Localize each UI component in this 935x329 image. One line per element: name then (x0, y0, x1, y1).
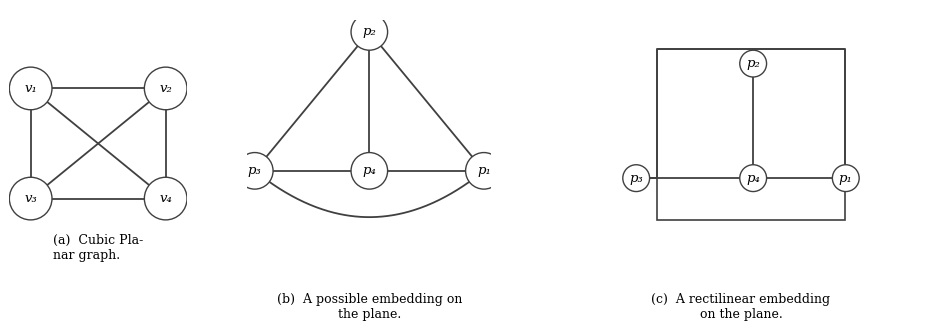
Circle shape (466, 153, 502, 189)
Circle shape (623, 165, 650, 191)
Circle shape (237, 153, 273, 189)
Text: p₃: p₃ (629, 172, 643, 185)
Text: p₂: p₂ (363, 25, 376, 38)
Circle shape (9, 67, 52, 110)
Text: p₁: p₁ (477, 164, 491, 177)
Text: (c)  A rectilinear embedding
on the plane.: (c) A rectilinear embedding on the plane… (652, 293, 830, 321)
Circle shape (740, 165, 767, 191)
Text: p₁: p₁ (839, 172, 853, 185)
Text: p₃: p₃ (248, 164, 262, 177)
Circle shape (740, 50, 767, 77)
Circle shape (832, 165, 859, 191)
Circle shape (144, 177, 187, 220)
Text: p₂: p₂ (746, 57, 760, 70)
Text: v₂: v₂ (159, 82, 172, 95)
Circle shape (351, 153, 388, 189)
Text: p₄: p₄ (363, 164, 376, 177)
Text: p₄: p₄ (746, 172, 760, 185)
Circle shape (351, 13, 388, 50)
Text: v₄: v₄ (159, 192, 172, 205)
Circle shape (144, 67, 187, 110)
Text: (b)  A possible embedding on
the plane.: (b) A possible embedding on the plane. (277, 293, 462, 321)
Text: (a)  Cubic Pla-
nar graph.: (a) Cubic Pla- nar graph. (53, 234, 143, 262)
Text: v₁: v₁ (24, 82, 37, 95)
Circle shape (9, 177, 52, 220)
Text: v₃: v₃ (24, 192, 37, 205)
